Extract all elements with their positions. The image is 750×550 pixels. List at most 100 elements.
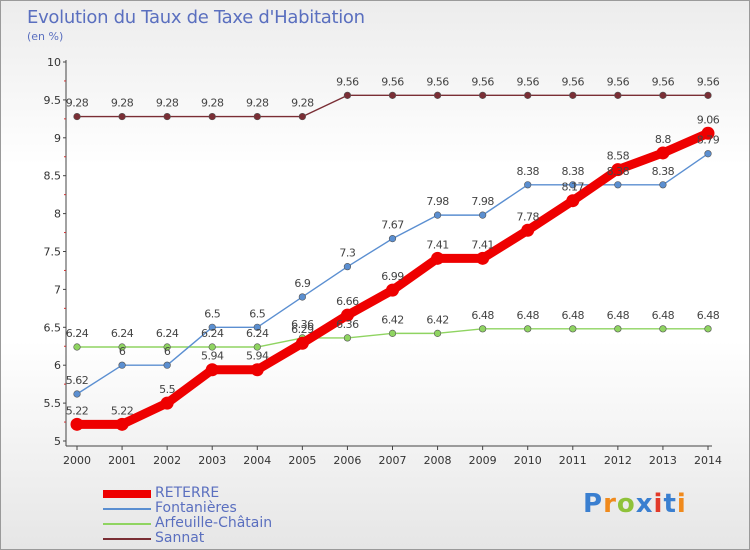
data-label: 9.28 <box>111 97 134 110</box>
data-label: 8.58 <box>607 150 630 163</box>
series-point-2 <box>118 343 126 351</box>
y-tick-label: 6.5 <box>44 321 62 334</box>
x-tick-label: 2010 <box>514 454 542 467</box>
series-point-0 <box>611 163 625 177</box>
x-tick-label: 2012 <box>604 454 632 467</box>
data-label: 9.56 <box>471 75 494 88</box>
series-point-3 <box>163 112 171 121</box>
series-point-2 <box>659 325 667 333</box>
series-point-2 <box>388 329 397 337</box>
data-label: 7.41 <box>471 238 494 251</box>
data-label: 9.28 <box>66 97 89 110</box>
series-point-3 <box>659 91 667 99</box>
y-tick-label: 8.5 <box>44 170 62 183</box>
x-tick-label: 2006 <box>333 454 361 467</box>
series-point-3 <box>569 91 577 99</box>
logo-letter: t <box>663 489 677 519</box>
data-label: 6.42 <box>381 313 404 326</box>
data-label: 5.94 <box>246 350 269 363</box>
data-label: 6.48 <box>697 309 720 322</box>
logo-letter: o <box>616 489 636 519</box>
series-point-2 <box>524 325 532 333</box>
series-point-1 <box>73 390 81 398</box>
data-label: 6.66 <box>336 295 359 308</box>
series-point-3 <box>298 112 306 121</box>
series-point-3 <box>479 91 487 99</box>
data-label: 7.3 <box>339 247 355 260</box>
series-point-2 <box>163 343 171 351</box>
series-point-0 <box>340 308 354 322</box>
series-point-1 <box>614 181 622 189</box>
data-label: 6.48 <box>607 309 630 322</box>
series-point-1 <box>704 150 712 158</box>
series-point-3 <box>704 91 712 99</box>
series-point-0 <box>656 146 670 160</box>
data-label: 5.94 <box>201 350 224 363</box>
series-point-0 <box>476 251 490 265</box>
series-point-3 <box>118 112 126 121</box>
logo-letter: x <box>635 489 654 519</box>
y-tick-label: 10 <box>47 56 61 69</box>
data-label: 8.38 <box>607 165 630 178</box>
legend-swatch-arfeuille-chatain <box>103 523 151 525</box>
series-point-2 <box>343 334 352 342</box>
data-label: 8.38 <box>516 165 539 178</box>
series-point-2 <box>614 325 622 333</box>
series-point-0 <box>250 363 264 377</box>
legend-label: Arfeuille-Châtain <box>155 515 273 531</box>
series-point-0 <box>386 283 399 297</box>
series-point-2 <box>704 325 712 333</box>
data-label: 5.62 <box>66 374 89 387</box>
series-point-1 <box>208 323 216 331</box>
data-label: 5.22 <box>111 404 134 417</box>
series-point-1 <box>659 181 667 189</box>
series-point-3 <box>388 91 397 99</box>
chart-subtitle: (en %) <box>27 30 64 43</box>
x-tick-label: 2009 <box>469 454 497 467</box>
data-label: 6.48 <box>516 309 539 322</box>
series-point-2 <box>73 343 81 351</box>
logo-letter: i <box>676 489 687 519</box>
series-point-0 <box>205 363 219 377</box>
y-tick-label: 6 <box>54 359 61 372</box>
x-tick-label: 2000 <box>63 454 91 467</box>
series-point-1 <box>388 235 397 243</box>
data-label: 9.56 <box>516 75 539 88</box>
legend-label: RETERRE <box>155 485 220 501</box>
x-tick-label: 2014 <box>694 454 722 467</box>
series-point-1 <box>253 323 261 331</box>
legend-label: Fontanières <box>155 500 237 516</box>
series-point-2 <box>208 343 216 351</box>
data-label: 9.56 <box>562 75 585 88</box>
y-tick-label: 9.5 <box>44 94 62 107</box>
series-point-2 <box>479 325 487 333</box>
data-label: 9.06 <box>697 113 720 126</box>
data-label: 6 <box>164 345 171 358</box>
data-label: 6.99 <box>381 270 404 283</box>
data-label: 9.56 <box>381 75 404 88</box>
y-tick-label: 8 <box>54 208 61 221</box>
data-label: 6.48 <box>652 309 675 322</box>
series-point-0 <box>115 417 129 431</box>
series-point-2 <box>253 343 261 351</box>
series-point-3 <box>614 91 622 99</box>
data-label: 8.79 <box>697 134 720 147</box>
series-point-0 <box>566 194 580 208</box>
x-tick-label: 2011 <box>559 454 587 467</box>
series-point-1 <box>479 211 487 219</box>
series-point-0 <box>701 126 715 140</box>
data-label: 6.24 <box>201 327 224 340</box>
data-label: 9.28 <box>291 97 314 110</box>
logo-letter: i <box>653 489 664 519</box>
series-point-0 <box>160 396 174 410</box>
data-label: 6.36 <box>291 318 314 331</box>
series-point-2 <box>569 325 577 333</box>
series-point-0 <box>70 417 84 431</box>
logo-letter: r <box>603 489 617 519</box>
series-point-1 <box>163 361 171 369</box>
series-point-0 <box>431 251 445 265</box>
data-label: 7.41 <box>426 238 449 251</box>
data-label: 6.42 <box>426 313 449 326</box>
y-tick-label: 5.5 <box>44 397 62 410</box>
